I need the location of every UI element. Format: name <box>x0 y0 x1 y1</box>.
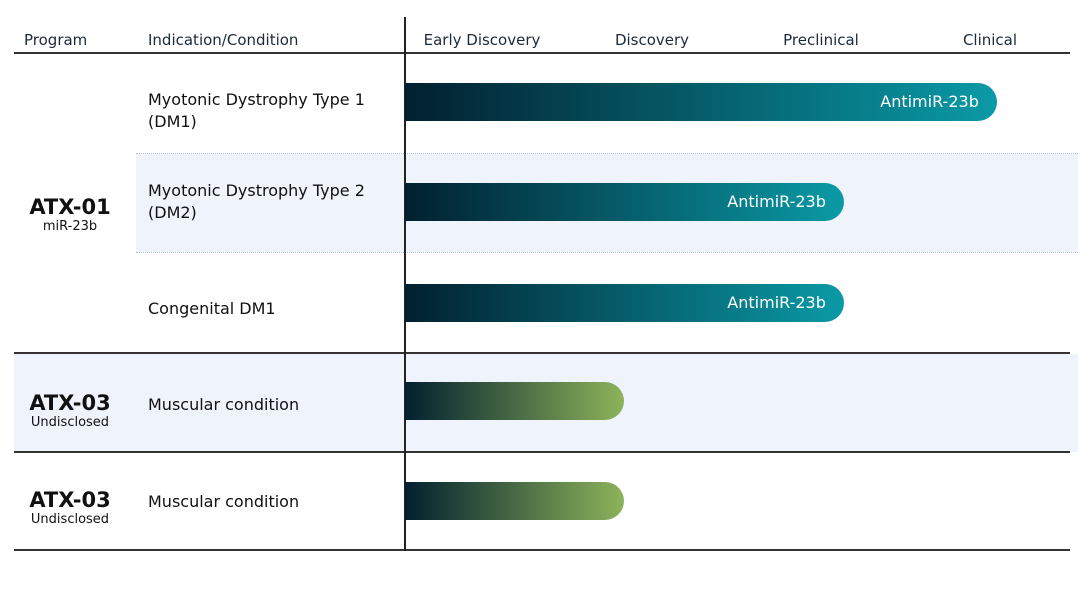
row-divider <box>14 352 1070 354</box>
header-stage: Clinical <box>962 31 1018 49</box>
row-divider <box>14 451 1070 453</box>
program-atx03: ATX-03 Undisclosed <box>14 488 126 527</box>
row-divider <box>136 252 1078 253</box>
program-target: miR-23b <box>42 219 98 234</box>
header-stage: Early Discovery <box>423 31 541 49</box>
bar-label: AntimiR-23b <box>880 92 979 111</box>
indication-label: Muscular condition <box>148 395 300 414</box>
header-indication: Indication/Condition <box>148 31 299 49</box>
header-stage: Preclinical <box>783 31 859 49</box>
progress-bar: AntimiR-23b <box>405 183 844 221</box>
indication-label: Myotonic Dystrophy Type 1 (DM1) <box>148 90 365 131</box>
progress-bar <box>405 382 625 420</box>
indication-label: Muscular condition <box>148 492 300 511</box>
progress-bar: AntimiR-23b <box>405 284 844 322</box>
header-divider <box>14 52 1070 54</box>
progress-bar <box>405 482 625 520</box>
header-program: Program <box>24 31 88 49</box>
program-target: Undisclosed <box>30 512 110 527</box>
program-name: ATX-03 <box>29 488 111 512</box>
row-divider <box>136 153 1078 154</box>
program-target: Undisclosed <box>30 415 110 430</box>
program-name: ATX-03 <box>29 391 111 415</box>
progress-bar: AntimiR-23b <box>405 83 997 121</box>
bar-label: AntimiR-23b <box>727 192 826 211</box>
row-divider <box>14 549 1070 551</box>
indication-label: Congenital DM1 <box>148 299 276 318</box>
indication-label: Myotonic Dystrophy Type 2 (DM2) <box>148 181 365 222</box>
program-name: ATX-01 <box>29 195 111 219</box>
bar-label: AntimiR-23b <box>727 293 826 312</box>
header-stage: Discovery <box>614 31 690 49</box>
program-atx03: ATX-03 Undisclosed <box>14 391 126 430</box>
program-atx01: ATX-01 miR-23b <box>14 195 126 234</box>
